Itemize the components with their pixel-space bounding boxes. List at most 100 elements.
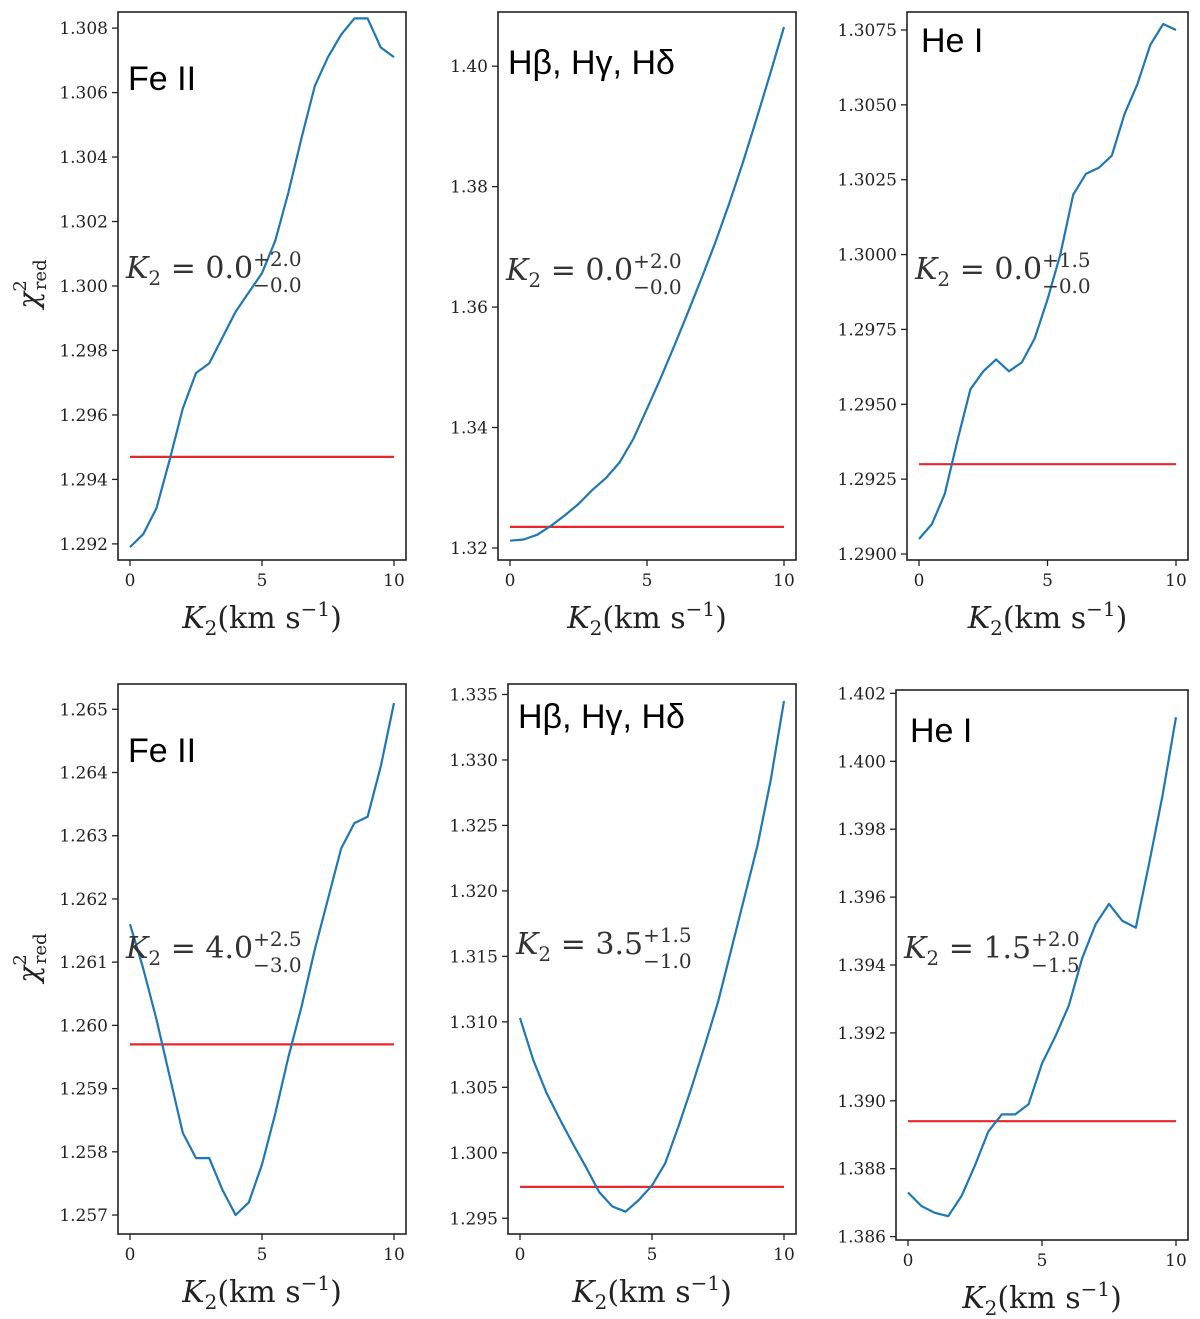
y-tick-label: 1.315	[449, 947, 498, 967]
y-axis-subscript: red	[30, 933, 51, 964]
k2-lower-error: −0.0	[1042, 274, 1091, 298]
k2-subscript: 2	[148, 266, 161, 290]
y-tick-label: 1.261	[59, 953, 108, 973]
panel-balmer-bottom: Hβ, Hγ, Hδ 1.295 1.300 1.305 1.310 1.315 1.32…	[449, 683, 797, 1314]
k2-annotation: K2 = 0.0+2.0	[125, 247, 302, 290]
x-axis-symbol: K	[961, 1281, 986, 1316]
x-tick-label: 10	[383, 1245, 405, 1265]
x-axis-close: )	[1116, 601, 1128, 636]
k2-value: = 0.0	[541, 253, 633, 288]
x-tick-label: 10	[383, 571, 405, 591]
chi2-curve	[518, 700, 786, 1213]
x-axis-symbol: K	[571, 1275, 596, 1310]
k2-upper-error: +1.5	[643, 923, 692, 947]
k2-symbol: K	[515, 927, 540, 962]
y-tick-label: 1.40	[450, 57, 488, 77]
y-tick-label: 1.263	[59, 827, 108, 847]
x-axis-exponent: −1	[1086, 597, 1115, 621]
k2-value: = 1.5	[939, 931, 1031, 966]
x-axis-close: )	[330, 601, 342, 636]
k2-lower-error: −1.5	[1031, 953, 1080, 977]
x-axis-symbol: K	[181, 601, 206, 636]
y-tick-label: 1.398	[837, 820, 886, 840]
y-tick-label: 1.400	[837, 752, 886, 772]
k2-value: = 0.0	[161, 251, 253, 286]
y-axis-superscript: 2	[10, 280, 31, 291]
k2-annotation: K2 = 3.5+1.5	[515, 923, 692, 966]
y-axis-subscript: red	[30, 259, 51, 290]
k2-upper-error: +2.5	[253, 927, 302, 951]
x-tick-label: 0	[125, 571, 136, 591]
x-axis-unit: (km s	[1003, 601, 1086, 636]
x-axis-symbol: K	[967, 601, 992, 636]
k2-subscript: 2	[528, 268, 541, 292]
k2-subscript: 2	[538, 942, 551, 966]
x-axis-unit: (km s	[217, 601, 300, 636]
y-tick-label: 1.3025	[838, 171, 897, 191]
x-axis-subscript: 2	[595, 1290, 608, 1314]
k2-upper-error: +2.0	[633, 249, 682, 273]
y-tick-label: 1.300	[449, 1144, 498, 1164]
k2-lower-error: −1.0	[643, 949, 692, 973]
k2-upper-error: +2.0	[1031, 927, 1080, 951]
x-axis-subscript: 2	[990, 616, 1003, 640]
k2-lower-error: −3.0	[253, 953, 302, 977]
y-tick-label: 1.305	[449, 1078, 498, 1098]
y-tick-label: 1.3050	[838, 96, 897, 116]
x-axis-unit: (km s	[997, 1281, 1080, 1316]
y-tick-label: 1.265	[59, 700, 108, 720]
chi2-curve	[918, 22, 1177, 540]
y-tick-label: 1.2900	[838, 545, 897, 565]
y-tick-label: 1.292	[59, 535, 108, 555]
x-axis-exponent: −1	[686, 597, 715, 621]
chi2-curve	[509, 26, 786, 542]
x-axis-close: )	[330, 1275, 342, 1310]
panel-title: Hβ, Hγ, Hδ	[508, 44, 675, 82]
x-axis-close: )	[715, 601, 727, 636]
y-tick-label: 1.300	[59, 277, 108, 297]
y-tick-label: 1.36	[450, 298, 488, 318]
x-tick-label: 5	[257, 571, 268, 591]
x-axis-subscript: 2	[985, 1296, 998, 1319]
k2-symbol: K	[505, 253, 530, 288]
x-axis-unit: (km s	[607, 1275, 690, 1310]
x-tick-label: 5	[642, 571, 653, 591]
x-tick-label: 5	[647, 1245, 658, 1265]
panel-he-i-bottom: He I 1.386 1.388 1.390 1.392 1.394 1.396 1.398…	[837, 684, 1189, 1319]
y-tick-label: 1.308	[59, 19, 108, 39]
x-axis-close: )	[1110, 1281, 1122, 1316]
k2-symbol: K	[903, 931, 928, 966]
x-axis-label: K2(km s−1)	[571, 1271, 732, 1314]
x-axis-symbol: K	[566, 601, 591, 636]
y-tick-label: 1.330	[449, 751, 498, 771]
y-tick-label: 1.32	[450, 539, 488, 559]
y-tick-label: 1.302	[59, 213, 108, 233]
chi2-curve	[129, 17, 395, 548]
x-tick-label: 5	[1042, 571, 1053, 591]
k2-annotation: K2 = 0.0+2.0	[505, 249, 682, 292]
x-axis-subscript: 2	[590, 616, 603, 640]
y-axis-superscript: 2	[10, 954, 31, 965]
x-tick-label: 0	[125, 1245, 136, 1265]
y-tick-label: 1.320	[449, 882, 498, 902]
x-axis-label: K2(km s−1)	[566, 597, 727, 640]
y-tick-label: 1.258	[59, 1143, 108, 1163]
x-axis-subscript: 2	[205, 616, 218, 640]
x-tick-label: 0	[914, 571, 925, 591]
x-axis-symbol: K	[181, 1275, 206, 1310]
panel-title: He I	[910, 712, 972, 750]
x-axis-label: K2(km s−1)	[181, 1271, 342, 1314]
k2-symbol: K	[125, 251, 150, 286]
y-tick-label: 1.38	[450, 178, 488, 198]
panel-he-i-top: He I 1.2900 1.2925 1.2950 1.2975 1.3000 1.302…	[838, 11, 1189, 640]
x-tick-label: 0	[505, 571, 516, 591]
y-tick-label: 1.298	[59, 341, 108, 361]
k2-value: = 0.0	[950, 252, 1042, 287]
k2-symbol: K	[125, 931, 150, 966]
x-tick-label: 10	[1165, 1251, 1187, 1271]
x-tick-label: 10	[1165, 571, 1187, 591]
y-axis-label: χ2red	[10, 259, 51, 310]
y-tick-label: 1.388	[837, 1160, 886, 1180]
y-tick-label: 1.264	[59, 764, 108, 784]
